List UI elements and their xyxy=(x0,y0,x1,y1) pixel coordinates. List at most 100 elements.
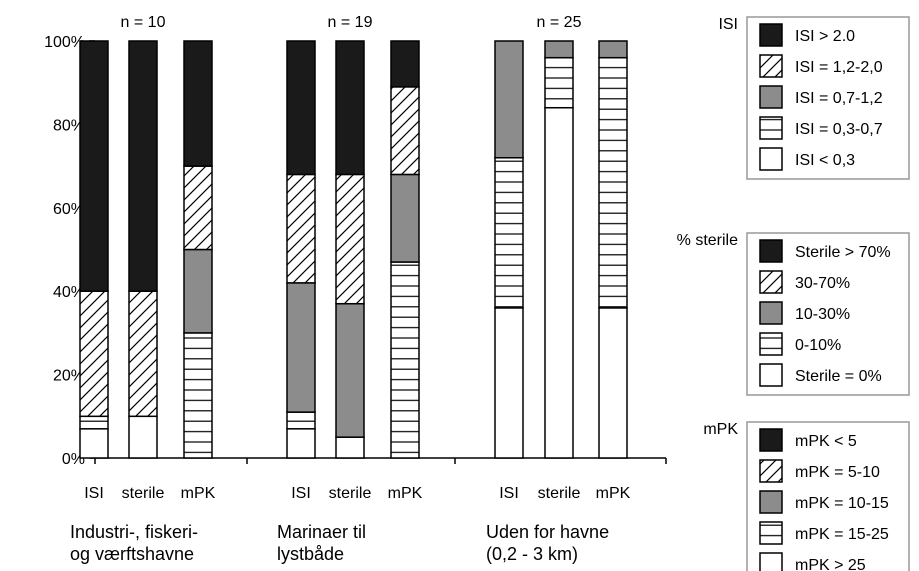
bar: ISI xyxy=(286,40,316,502)
bar: sterile xyxy=(538,40,581,502)
bar-segment-hlines xyxy=(598,56,628,309)
bars: ISI sterile mPK ISI sterile mPK ISI sterile mPK xyxy=(79,40,631,502)
bar-segment-white xyxy=(335,436,365,459)
group-n-label: n = 10 xyxy=(121,14,166,31)
legend-entry-label: ISI > 2.0 xyxy=(795,28,855,45)
y-tick-label: 100% xyxy=(44,34,85,51)
legend-swatch-black xyxy=(759,23,783,47)
legend-title: % sterile xyxy=(677,232,738,249)
legend-box xyxy=(746,421,910,571)
bar-segment-gray xyxy=(286,282,316,413)
bar: sterile xyxy=(329,40,372,502)
bar-segment-white xyxy=(598,307,628,459)
bar-segment-gray xyxy=(598,40,628,59)
legend-2: mPK mPK < 5 mPK = 5-10 mPK = 10-15 mPK = 15-… xyxy=(703,421,910,571)
y-tick-label: 40% xyxy=(53,284,85,301)
legend-swatch-gray xyxy=(759,85,783,109)
legend-swatch-black xyxy=(759,428,783,452)
legend-entry-label: mPK < 5 xyxy=(795,433,857,450)
legend-swatch-white xyxy=(759,363,783,387)
group-caption: og værftshavne xyxy=(70,544,194,564)
group-caption: Industri-, fiskeri- xyxy=(70,522,198,542)
group-labels: n = 10 Industri-, fiskeri-og værftshavne n… xyxy=(70,14,609,564)
y-tick-label: 0% xyxy=(62,451,85,468)
bar-segment-black xyxy=(79,40,109,292)
bar-segment-white xyxy=(494,307,524,459)
legend-swatch-hatch xyxy=(759,270,783,294)
legend-swatch-gray xyxy=(759,301,783,325)
bar-segment-gray xyxy=(544,40,574,59)
bar-segment-black xyxy=(335,40,365,176)
legend-swatch-gray xyxy=(759,490,783,514)
bar-segment-white xyxy=(286,428,316,459)
bar-segment-hatch xyxy=(128,290,158,418)
x-category-label: sterile xyxy=(329,485,372,502)
legend-swatch-hlines xyxy=(759,521,783,545)
bar-segment-black xyxy=(128,40,158,292)
bar-segment-hlines xyxy=(286,411,316,430)
y-tick-label: 20% xyxy=(53,368,85,385)
bar-segment-hlines xyxy=(79,415,109,430)
bar-segment-gray xyxy=(335,302,365,438)
legend-entry-label: ISI = 0,3-0,7 xyxy=(795,121,883,138)
legend-entry-label: mPK = 10-15 xyxy=(795,495,889,512)
legend-swatch-hlines xyxy=(759,332,783,356)
bar: mPK xyxy=(596,40,631,502)
legend-entry-label: 30-70% xyxy=(795,275,850,292)
legend-1: % sterile Sterile > 70% 30-70% 10-30% 0-10% S… xyxy=(677,232,910,396)
group-n-label: n = 25 xyxy=(537,14,582,31)
legend-title: ISI xyxy=(718,16,738,33)
legend-entry-label: mPK = 15-25 xyxy=(795,526,889,543)
bar: mPK xyxy=(181,40,216,502)
legend-swatch-hatch xyxy=(759,459,783,483)
legend-0: ISI ISI > 2.0 ISI = 1,2-2,0 ISI = 0,7-1,2 IS… xyxy=(718,16,910,180)
x-category-label: ISI xyxy=(291,485,311,502)
bar-segment-hatch xyxy=(335,173,365,305)
legend-entry-label: ISI = 0,7-1,2 xyxy=(795,90,883,107)
legend-entry-label: 10-30% xyxy=(795,306,850,323)
bar-segment-black xyxy=(183,40,213,167)
bar-segment-gray xyxy=(183,248,213,334)
legend-entry-label: mPK > 25 xyxy=(795,557,866,571)
y-tick-label: 60% xyxy=(53,201,85,218)
bar-segment-black xyxy=(286,40,316,176)
bar-segment-white xyxy=(128,415,158,459)
bar-segment-white xyxy=(79,428,109,459)
x-category-label: mPK xyxy=(181,485,216,502)
legend-swatch-white xyxy=(759,552,783,571)
legend-swatch-black xyxy=(759,239,783,263)
bar: ISI xyxy=(494,40,524,502)
bar-segment-hatch xyxy=(183,165,213,251)
bar-segment-hatch xyxy=(286,173,316,284)
x-category-label: sterile xyxy=(538,485,581,502)
legend-swatch-hlines xyxy=(759,116,783,140)
bar-segment-black xyxy=(390,40,420,88)
x-category-label: sterile xyxy=(122,485,165,502)
x-category-label: ISI xyxy=(499,485,519,502)
legend-entry-label: ISI = 1,2-2,0 xyxy=(795,59,883,76)
group-caption: lystbåde xyxy=(277,544,344,564)
legend-swatch-hatch xyxy=(759,54,783,78)
bar: sterile xyxy=(122,40,165,502)
legend-box xyxy=(746,16,910,180)
legend-entry-label: Sterile = 0% xyxy=(795,368,882,385)
y-tick-label: 80% xyxy=(53,117,85,134)
bar: ISI xyxy=(79,40,109,502)
legend-entry-label: 0-10% xyxy=(795,337,841,354)
bar-segment-hlines xyxy=(390,261,420,459)
bar-segment-hatch xyxy=(79,290,109,418)
bar-segment-gray xyxy=(390,173,420,263)
legend-entry-label: ISI < 0,3 xyxy=(795,152,855,169)
bar-segment-hlines xyxy=(494,157,524,309)
group-n-label: n = 19 xyxy=(328,14,373,31)
group-caption: (0,2 - 3 km) xyxy=(486,544,578,564)
legend-box xyxy=(746,232,910,396)
legend-swatch-white xyxy=(759,147,783,171)
bar: mPK xyxy=(388,40,423,502)
group-caption: Marinaer til xyxy=(277,522,366,542)
legend-title: mPK xyxy=(703,421,738,438)
x-category-label: mPK xyxy=(388,485,423,502)
bar-segment-gray xyxy=(494,40,524,159)
bar-segment-hatch xyxy=(390,86,420,176)
